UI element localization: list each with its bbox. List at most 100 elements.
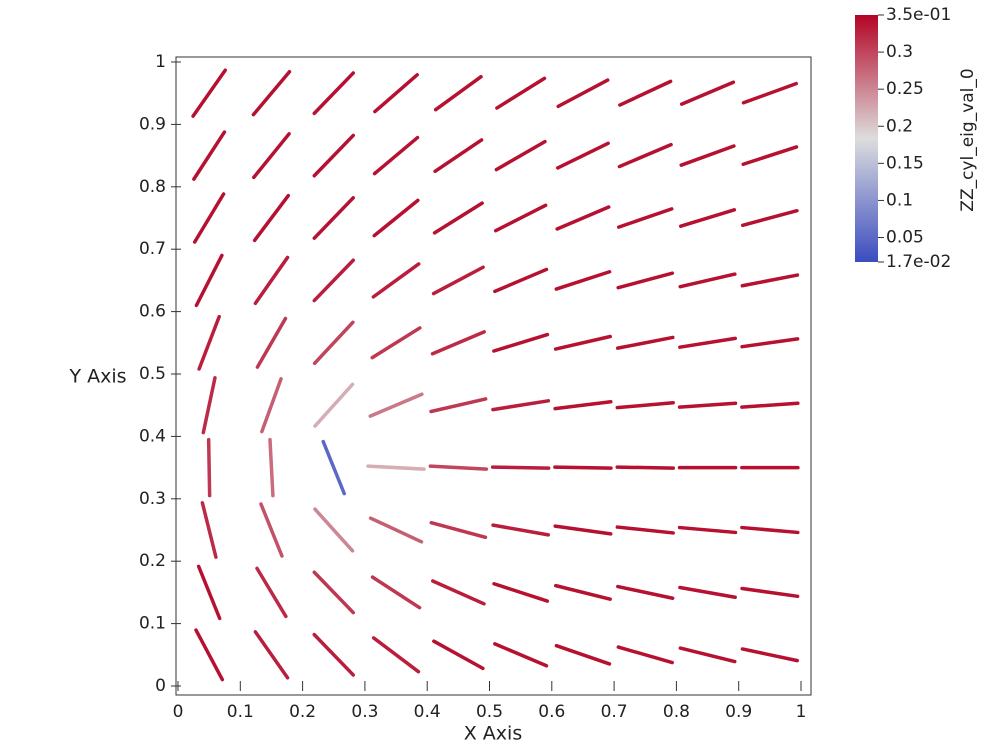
tensor-glyph [616, 645, 674, 665]
tensor-glyph [555, 205, 611, 231]
tensor-glyph [678, 208, 737, 228]
tensor-glyph [251, 69, 292, 117]
tensor-glyph [253, 255, 290, 306]
tensor-glyph [312, 133, 355, 178]
tensor-glyph [553, 524, 613, 536]
colorbar-tick-label: 0.1 [886, 190, 913, 210]
x-tick-label: 0.2 [289, 702, 316, 722]
x-tick-label: 0.5 [476, 702, 503, 722]
tensor-glyph [556, 78, 610, 109]
x-tick-label: 0.7 [601, 702, 628, 722]
tensor-glyph [200, 501, 218, 559]
tensor-glyph [678, 336, 737, 349]
tensor-glyph [553, 334, 613, 351]
tensor-glyph [370, 326, 422, 360]
y-tick-label: 1 [155, 52, 166, 72]
tensor-glyph [740, 586, 800, 599]
tensor-glyph [368, 516, 424, 544]
tensor-glyph [312, 632, 355, 677]
tensor-glyph [616, 584, 675, 600]
x-tick-label: 0.1 [227, 702, 254, 722]
tensor-glyph [191, 68, 227, 118]
tensor-glyph [490, 465, 551, 470]
tensor-glyph [255, 566, 288, 619]
tensor-glyph [491, 399, 551, 412]
tensor-glyph [617, 142, 673, 169]
tensor-glyph [312, 196, 355, 240]
tensor-glyph [432, 201, 484, 235]
tensor-glyph [194, 628, 225, 682]
tensor-glyph [740, 647, 800, 663]
tensor-glyph [429, 397, 488, 414]
x-tick-label: 0.3 [351, 702, 378, 722]
colorbar-tick-label: 0.3 [886, 42, 913, 62]
tensor-glyph [371, 636, 421, 674]
tensor-glyph [192, 130, 227, 181]
colorbar-tick-label: 3.5e-01 [886, 5, 951, 25]
tensor-glyph [492, 581, 550, 603]
y-axis-title: Y Axis [68, 366, 126, 388]
tensor-glyph [741, 208, 799, 228]
y-tick-label: 0.1 [139, 614, 166, 634]
colorbar-tick-label: 0.25 [886, 79, 924, 99]
tensor-glyph [678, 646, 737, 664]
tensor-glyph [312, 570, 355, 615]
tensor-glyph [556, 141, 610, 170]
tensor-glyph [253, 630, 290, 680]
tensor-glyph [252, 193, 291, 243]
tensor-glyph [493, 267, 549, 294]
tensor-glyph [615, 401, 675, 410]
tensor-glyph [433, 74, 483, 112]
x-tick-label: 0.8 [663, 702, 690, 722]
tensor-glyph [312, 258, 355, 303]
tensor-glyph [259, 502, 284, 558]
y-tick-label: 0.6 [139, 302, 166, 322]
tensor-glyph [677, 401, 738, 409]
tensor-glyph [197, 314, 221, 371]
x-tick-label: 0 [173, 702, 184, 722]
tensor-glyph [740, 401, 800, 409]
tensor-glyph [428, 464, 489, 471]
tensor-glyph [370, 575, 422, 610]
tensor-glyph [313, 507, 355, 553]
tensor-glyph [268, 437, 275, 498]
tensor-glyph [615, 335, 675, 350]
glyph-layer [191, 68, 800, 682]
x-axis-title: X Axis [464, 723, 522, 745]
tensor-glyph [493, 203, 548, 233]
tensor-glyph [615, 525, 675, 535]
tensor-glyph [368, 392, 424, 418]
y-tick-label: 0.4 [139, 426, 166, 446]
colorbar-tick-label: 0.2 [886, 116, 913, 136]
x-tick-label: 1 [796, 702, 807, 722]
tensor-glyph [252, 132, 291, 180]
x-tick-label: 0.4 [414, 702, 441, 722]
tensor-glyph [493, 642, 549, 668]
y-tick-label: 0.3 [139, 489, 166, 509]
tensor-glyph [495, 76, 547, 110]
tensor-glyph [678, 272, 737, 289]
tensor-glyph [194, 253, 224, 308]
tensor-glyph [372, 135, 420, 176]
tensor-glyph [260, 377, 283, 434]
tensor-glyph [432, 639, 485, 671]
tensor-glyph [192, 192, 226, 244]
tensor-glyph [554, 269, 612, 291]
tensor-glyph [679, 144, 736, 167]
tensor-glyph [201, 376, 217, 435]
tensor-glyph [491, 523, 551, 537]
tensor-glyph [679, 80, 736, 106]
colorbar-title: ZZ_cyl_eig_val_0 [958, 68, 978, 211]
tensor-glyph [313, 382, 355, 428]
tensor-glyph [429, 520, 488, 540]
tensor-glyph [371, 262, 421, 299]
colorbar-tick-label: 0.05 [886, 228, 924, 248]
tensor-glyph [321, 439, 347, 496]
y-tick-label: 0.8 [139, 177, 166, 197]
x-tick-label: 0.9 [725, 702, 752, 722]
tensor-glyph [616, 271, 675, 290]
tensor-glyph [196, 564, 222, 621]
tensor-glyph [741, 145, 799, 167]
tensor-glyph [373, 73, 419, 114]
